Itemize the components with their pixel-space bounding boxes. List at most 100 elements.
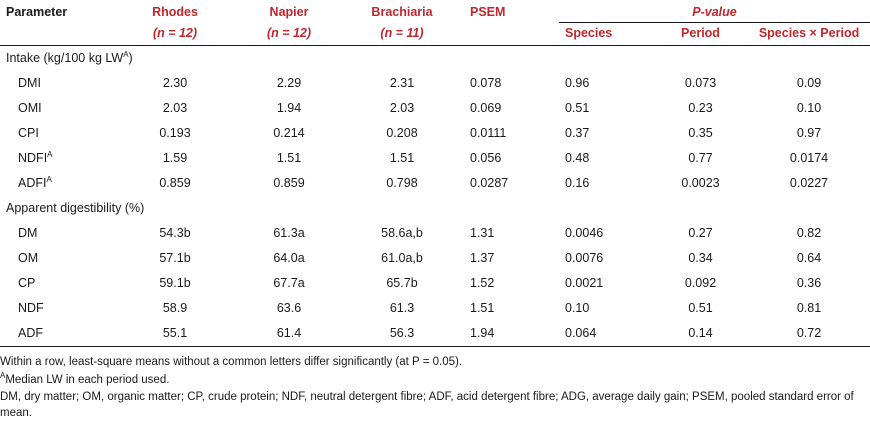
table-header: Parameter Rhodes Napier Brachiaria PSEM … <box>0 0 870 46</box>
brachiaria-value: 2.31 <box>389 76 415 90</box>
psem-value: 1.52 <box>470 276 495 290</box>
rhodes-value: 2.30 <box>162 76 188 90</box>
brachiaria-value: 58.6a,b <box>381 226 423 240</box>
species-pvalue: 0.96 <box>565 76 590 90</box>
psem-value: 0.078 <box>470 76 502 90</box>
header-pvalue-text: P-value <box>692 5 737 19</box>
species-x-period-pvalue: 0.81 <box>796 301 822 315</box>
napier-value: 1.94 <box>276 101 302 115</box>
brachiaria-value: 65.7b <box>386 276 418 290</box>
species-x-period-pvalue: 0.36 <box>796 276 822 290</box>
species-x-period-pvalue: 0.82 <box>796 226 822 240</box>
parameter-cell: NDF <box>0 296 112 321</box>
period-pvalue: 0.51 <box>688 301 713 315</box>
brachiaria-value: 1.51 <box>389 151 415 165</box>
brachiaria-value: 0.798 <box>386 176 418 190</box>
footnote-significance: Within a row, least-square means without… <box>0 356 463 368</box>
parameter-name: OMI <box>18 101 42 115</box>
footnote-abbreviations: DM, dry matter; OM, organic matter; CP, … <box>0 391 854 419</box>
table-row: NDFIA 1.59 1.51 1.51 0.056 0.48 0.77 0.0174 <box>0 146 870 171</box>
header-period: Period <box>653 22 748 46</box>
table-row: NDF 58.9 63.6 61.3 1.51 0.10 0.51 0.81 <box>0 296 870 321</box>
species-pvalue: 0.0076 <box>565 251 604 265</box>
species-pvalue: 0.37 <box>565 126 590 140</box>
parameter-name: CPI <box>18 126 39 140</box>
data-table: Parameter Rhodes Napier Brachiaria PSEM … <box>0 0 870 347</box>
footnote-median-lw-text: Median LW in each period used. <box>5 373 170 386</box>
rhodes-value: 0.193 <box>159 126 191 140</box>
psem-value: 0.069 <box>470 101 502 115</box>
section-title-sup: A <box>123 50 129 59</box>
table-row: OM 57.1b 64.0a 61.0a,b 1.37 0.0076 0.34 0.64 <box>0 246 870 271</box>
section-title: Intake (kg/100 kg LWA) <box>0 46 870 72</box>
header-brachiaria-n: (n = 11) <box>340 22 464 46</box>
brachiaria-value: 56.3 <box>340 321 464 347</box>
parameter-cell: OM <box>0 246 112 271</box>
psem-value: 0.0287 <box>470 176 509 190</box>
napier-value: 1.51 <box>276 151 302 165</box>
psem-value: 0.056 <box>470 151 502 165</box>
parameter-name: NDFI <box>18 151 48 165</box>
period-pvalue: 0.35 <box>688 126 713 140</box>
napier-value: 64.0a <box>273 251 305 265</box>
period-pvalue: 0.14 <box>653 321 748 347</box>
species-x-period-pvalue: 0.72 <box>748 321 870 347</box>
header-species: Species <box>559 22 653 46</box>
header-blank <box>0 22 112 46</box>
brachiaria-value: 61.3 <box>389 301 415 315</box>
table-row: CP 59.1b 67.7a 65.7b 1.52 0.0021 0.092 0.36 <box>0 271 870 296</box>
parameter-cell: CPI <box>0 121 112 146</box>
header-species-x-period: Species × Period <box>748 22 870 46</box>
footnote-marker: A <box>0 370 6 380</box>
period-pvalue: 0.34 <box>688 251 713 265</box>
napier-value: 0.859 <box>273 176 305 190</box>
table-body: Intake (kg/100 kg LWA) DMI 2.30 2.29 2.31 0.0… <box>0 46 870 347</box>
brachiaria-value: 2.03 <box>389 101 415 115</box>
section-row: Intake (kg/100 kg LWA) <box>0 46 870 72</box>
brachiaria-value: 61.0a,b <box>381 251 423 265</box>
header-rhodes-n: (n = 12) <box>112 22 238 46</box>
species-x-period-pvalue: 0.0174 <box>789 151 829 165</box>
table-row: ADF 55.1 61.4 56.3 1.94 0.064 0.14 0.72 <box>0 321 870 347</box>
period-pvalue: 0.092 <box>684 276 717 290</box>
species-pvalue: 0.0046 <box>565 226 604 240</box>
header-rhodes: Rhodes <box>152 5 198 20</box>
species-x-period-pvalue: 0.10 <box>796 101 822 115</box>
period-pvalue: 0.27 <box>688 226 713 240</box>
table-footnotes: Within a row, least-square means without… <box>0 347 870 421</box>
header-napier-n: (n = 12) <box>238 22 340 46</box>
parameter-name: ADFI <box>18 176 47 190</box>
species-x-period-pvalue: 0.0227 <box>789 176 829 190</box>
parameter-cell: NDFIA <box>0 146 112 171</box>
period-pvalue: 0.073 <box>684 76 717 90</box>
parameter-cell: DM <box>0 221 112 246</box>
parameter-name: CP <box>18 276 36 290</box>
napier-value: 61.3a <box>273 226 305 240</box>
table-row: DM 54.3b 61.3a 58.6a,b 1.31 0.0046 0.27 0.82 <box>0 221 870 246</box>
parameter-cell: ADFIA <box>0 171 112 196</box>
species-pvalue: 0.16 <box>565 176 590 190</box>
section-title-end: ) <box>128 51 133 65</box>
species-x-period-pvalue: 0.64 <box>796 251 822 265</box>
rhodes-value: 0.859 <box>159 176 191 190</box>
section-title-text: Apparent digestibility (%) <box>6 201 145 215</box>
napier-value: 0.214 <box>273 126 305 140</box>
rhodes-value: 59.1b <box>159 276 191 290</box>
species-pvalue: 0.0021 <box>565 276 604 290</box>
species-pvalue: 0.51 <box>565 101 590 115</box>
parameter-cell: DMI <box>0 71 112 96</box>
psem-value: 0.0111 <box>470 126 507 140</box>
napier-value: 2.29 <box>276 76 302 90</box>
napier-value: 67.7a <box>273 276 305 290</box>
species-x-period-pvalue: 0.09 <box>796 76 822 90</box>
napier-value: 61.4 <box>238 321 340 347</box>
section-title-text: Intake (kg/100 kg LW <box>6 51 124 65</box>
parameter-name: DM <box>18 226 38 240</box>
psem-value: 1.31 <box>470 226 495 240</box>
table-row: ADFIA 0.859 0.859 0.798 0.0287 0.16 0.0023 0.02… <box>0 171 870 196</box>
psem-value: 1.94 <box>464 321 559 347</box>
species-pvalue: 0.10 <box>565 301 590 315</box>
parameter-cell: OMI <box>0 96 112 121</box>
psem-value: 1.51 <box>470 301 495 315</box>
